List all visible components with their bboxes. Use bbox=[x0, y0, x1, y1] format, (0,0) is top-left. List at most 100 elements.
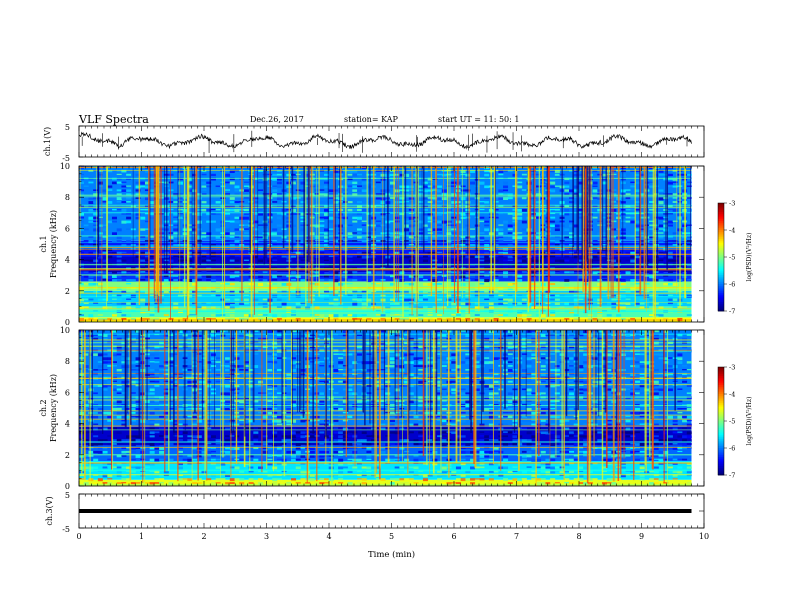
ch2-spectrogram-cell bbox=[83, 369, 89, 372]
ch1-spectrogram-cell bbox=[140, 236, 146, 238]
ch2-spectrogram-cell bbox=[295, 376, 301, 379]
ch2-spectrogram-cell bbox=[102, 333, 108, 337]
ch2-spectrogram-cell bbox=[107, 361, 113, 364]
ch1-spectrogram-cell bbox=[521, 298, 527, 301]
ch2-spectrogram-cell bbox=[177, 372, 183, 375]
ch2-spectrogram-cell bbox=[243, 361, 249, 364]
ch1-spectrogram-cell bbox=[479, 232, 485, 234]
ch1-spectrogram-cell bbox=[196, 244, 202, 246]
ch1-spectrogram-cell bbox=[517, 259, 523, 263]
ch2-spectrogram-cell bbox=[111, 330, 117, 333]
ch2-spectrogram-cell bbox=[649, 384, 655, 388]
ch2-spectrogram-cell bbox=[427, 400, 433, 403]
ch1-spectrogram-cell bbox=[314, 216, 320, 219]
ch1-spectrogram-cell bbox=[93, 240, 99, 243]
ch1-spectrogram-cell bbox=[272, 232, 278, 236]
ch1-spectrogram-cell bbox=[592, 271, 598, 275]
ch2-spectrogram-cell bbox=[653, 388, 659, 391]
ch2-spectrogram-cell bbox=[187, 380, 193, 384]
ch2-spectrogram-cell bbox=[597, 372, 603, 376]
ch2-spectrogram-cell bbox=[394, 330, 400, 334]
ch1-spectrogram-cell bbox=[437, 232, 443, 234]
ch1-spectrogram-cell bbox=[276, 173, 282, 176]
ch1-spectrogram-cell bbox=[126, 228, 132, 230]
ch1-spectrogram-cell bbox=[140, 166, 146, 168]
ch1-spectrogram-cell bbox=[620, 236, 626, 239]
ch2-spectrogram-cell bbox=[418, 369, 424, 371]
ch1-spectrogram-cell bbox=[559, 271, 565, 273]
ch1-spectrogram-cell bbox=[206, 181, 212, 184]
ch2-spectrogram-cell bbox=[394, 365, 400, 368]
ch2-spectrogram-cell bbox=[451, 380, 457, 383]
ch1-spectrogram-cell bbox=[276, 306, 282, 308]
ch1-spectrogram-cell bbox=[177, 294, 183, 298]
ch2-spectrogram-cell bbox=[427, 357, 433, 359]
ch1-spectrogram-cell bbox=[512, 205, 518, 208]
ch1-spectrogram-cell bbox=[517, 216, 523, 220]
ch1-spectrogram-cell bbox=[484, 271, 490, 275]
ch1-spectrogram-cell bbox=[550, 290, 556, 294]
ch1-spectrogram-cell bbox=[328, 267, 334, 269]
ch2-spectrogram-cell bbox=[225, 384, 231, 388]
ch1-spectrogram-cell bbox=[616, 314, 622, 317]
ch1-spectrogram-cell bbox=[564, 259, 570, 262]
ch2-spectrogram-cell bbox=[126, 380, 132, 383]
ch1-spectrogram-cell bbox=[451, 224, 457, 227]
ch1-spectrogram-cell bbox=[389, 271, 395, 275]
ch2-spectrogram-cell bbox=[479, 380, 485, 384]
ch1-spectrogram-cell bbox=[667, 185, 673, 188]
ch1-spectrogram-cell bbox=[441, 169, 447, 172]
ch2-spectrogram-cell bbox=[437, 388, 443, 390]
ch1-spectrogram-cell bbox=[446, 244, 452, 246]
ch1-spectrogram-cell bbox=[620, 169, 626, 173]
ch2-spectrogram-cell bbox=[215, 357, 221, 360]
ch2-spectrogram-cell bbox=[262, 330, 268, 333]
ch1-spectrogram-cell bbox=[333, 216, 339, 219]
ch2-spectrogram-cell bbox=[225, 380, 231, 384]
ch2-spectrogram-cell bbox=[338, 380, 344, 383]
ch1-spectrogram-cell bbox=[507, 169, 513, 173]
ch1-spectrogram-cell bbox=[121, 314, 127, 317]
ch1-spectrogram-cell bbox=[225, 294, 231, 296]
ch2-spectrogram-cell bbox=[554, 376, 560, 379]
ch1-spectrogram-cell bbox=[611, 208, 617, 212]
ch2-spectrogram-cell bbox=[569, 392, 575, 396]
ch2-spectrogram-cell bbox=[267, 353, 273, 355]
ch1-spectrogram-cell bbox=[503, 318, 509, 321]
ch2-spectrogram-cell bbox=[102, 400, 108, 403]
ch1-spectrogram-cell bbox=[399, 318, 405, 321]
ch2-spectrogram-cell bbox=[653, 353, 659, 356]
ch2-spectrogram-cell bbox=[149, 380, 155, 383]
ch2-spectrogram-cell bbox=[545, 361, 551, 364]
ch1-spectrogram-cell bbox=[630, 212, 636, 215]
ch1-spectrogram-cell bbox=[667, 279, 673, 282]
ch1-spectrogram-cell bbox=[531, 271, 537, 274]
ch1-spectrogram-cell bbox=[102, 189, 108, 193]
ch2-spectrogram-cell bbox=[597, 330, 603, 333]
ch1-spectrogram-cell bbox=[672, 314, 678, 316]
ch1-spectrogram-cell bbox=[394, 279, 400, 283]
ch1-spectrogram-cell bbox=[295, 302, 301, 306]
ch1-spectrogram-cell bbox=[121, 201, 127, 203]
ch2-spectrogram-cell bbox=[460, 380, 466, 383]
ch1-spectrogram-cell bbox=[394, 173, 400, 176]
ch1-spectrogram-cell bbox=[446, 220, 452, 223]
ch1-spectrogram-cell bbox=[639, 228, 645, 231]
ch2-spectrogram-cell bbox=[418, 365, 424, 368]
ch2-spectrogram-cell bbox=[356, 404, 362, 406]
ch1-spectrogram-cell bbox=[394, 251, 400, 255]
ch1-spectrogram-cell bbox=[408, 267, 414, 269]
ch2-spectrogram-cell bbox=[479, 330, 485, 332]
ch1-spectrogram-cell bbox=[93, 228, 99, 232]
ch1-spectrogram-cell bbox=[361, 298, 367, 301]
ch1-spectrogram-cell bbox=[88, 283, 94, 286]
ch1-spectrogram-cell bbox=[291, 255, 297, 258]
ch2-spectrogram-cell bbox=[677, 337, 683, 339]
ch1-spectrogram-cell bbox=[389, 208, 395, 212]
ch1-spectrogram-cell bbox=[144, 169, 150, 173]
ch1-spectrogram-cell bbox=[620, 228, 626, 232]
ch1-spectrogram-cell bbox=[215, 251, 221, 255]
ch1-spectrogram-cell bbox=[225, 283, 231, 285]
ch1-spectrogram-cell bbox=[399, 228, 405, 231]
ch1-spectrogram-cell bbox=[611, 169, 617, 172]
